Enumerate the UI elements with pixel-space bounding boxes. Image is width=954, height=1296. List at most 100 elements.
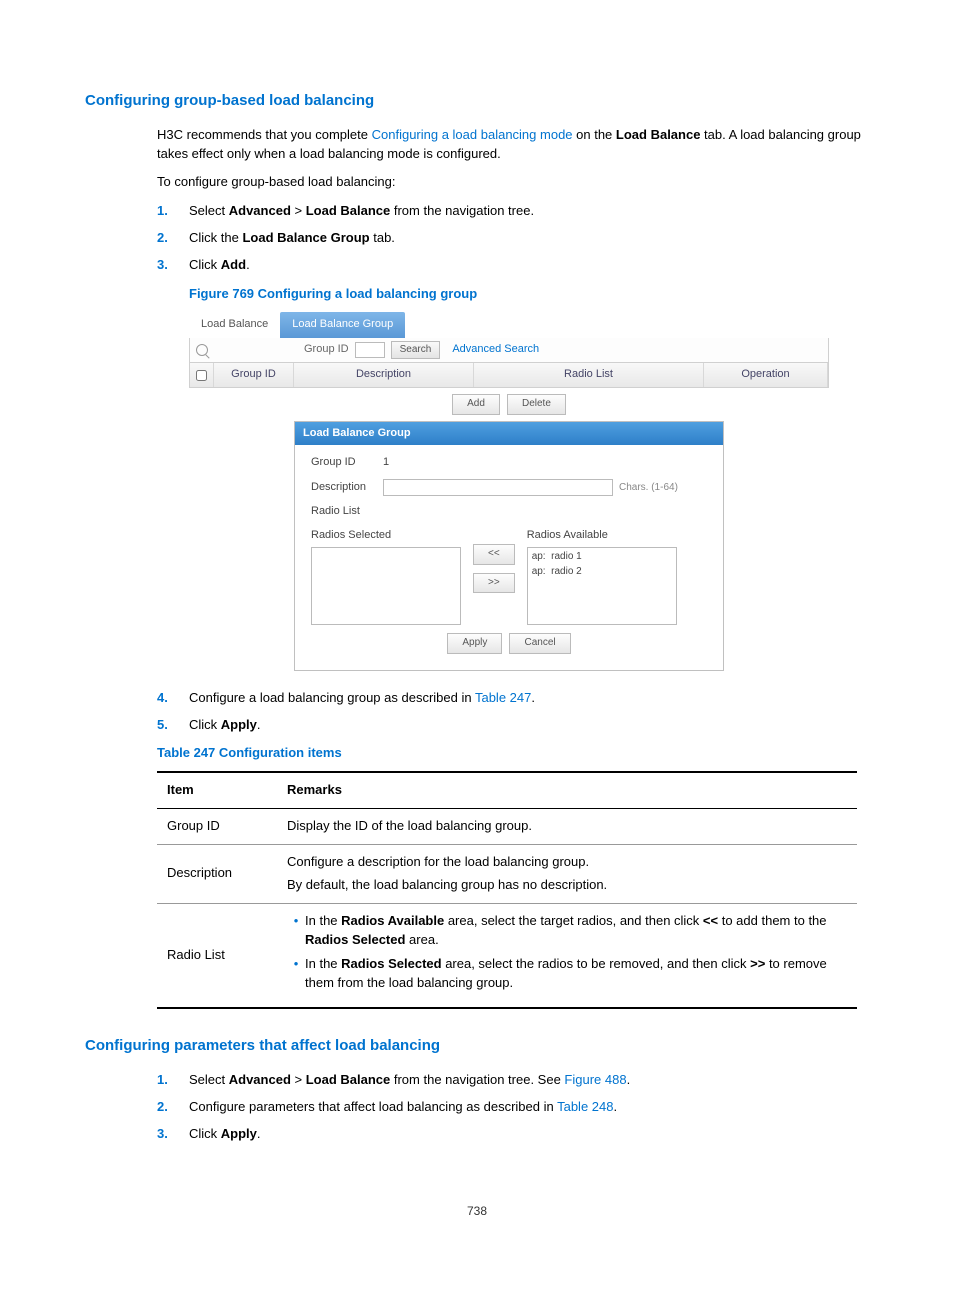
cell-item: Group ID <box>157 809 277 845</box>
bold-text: Apply <box>221 1126 257 1141</box>
step-number: 5. <box>157 716 189 735</box>
cancel-button[interactable]: Cancel <box>509 633 570 654</box>
lead-text: To configure group-based load balancing: <box>157 173 869 192</box>
add-button[interactable]: Add <box>452 394 500 415</box>
page-number: 738 <box>85 1203 869 1220</box>
bold-text: Apply <box>221 717 257 732</box>
form-row-description: Description Chars. (1-64) <box>311 479 707 496</box>
text: tab. <box>370 230 395 245</box>
selected-listbox[interactable] <box>311 547 461 625</box>
selected-list-label: Radios Selected <box>311 528 461 544</box>
step-item: 2.Configure parameters that affect load … <box>157 1098 869 1117</box>
advanced-search-link[interactable]: Advanced Search <box>452 342 539 358</box>
cell-remarks: •In the Radios Available area, select th… <box>277 903 857 1008</box>
step-number: 1. <box>157 202 189 221</box>
step-number: 1. <box>157 1071 189 1090</box>
field-label: Radio List <box>311 504 383 520</box>
text: . <box>613 1099 617 1114</box>
steps-list-1b: 4.Configure a load balancing group as de… <box>157 689 869 735</box>
link-figure-488[interactable]: Figure 488 <box>564 1072 626 1087</box>
bold-text: Load Balance <box>616 127 701 142</box>
bold-text: Add <box>221 257 246 272</box>
steps-list-1: 1.Select Advanced > Load Balance from th… <box>157 202 869 275</box>
bold-text: Advanced <box>229 1072 291 1087</box>
search-row: Group ID Search Advanced Search <box>189 338 829 364</box>
text: from the navigation tree. <box>390 203 534 218</box>
tab-load-balance-group[interactable]: Load Balance Group <box>280 312 405 338</box>
step-number: 4. <box>157 689 189 708</box>
section-heading-2: Configuring parameters that affect load … <box>85 1035 869 1057</box>
step-item: 1.Select Advanced > Load Balance from th… <box>157 1071 869 1090</box>
step-item: 3.Click Apply. <box>157 1125 869 1144</box>
link-config-mode[interactable]: Configuring a load balancing mode <box>372 127 573 142</box>
field-label: Description <box>311 480 383 496</box>
tab-load-balance[interactable]: Load Balance <box>189 312 280 338</box>
text: to add them to the <box>718 913 826 928</box>
table-row: Group ID Display the ID of the load bala… <box>157 809 857 845</box>
bold-text: >> <box>750 956 765 971</box>
text: Click <box>189 1126 221 1141</box>
th-item: Item <box>157 772 277 808</box>
search-button[interactable]: Search <box>391 341 441 360</box>
table-caption: Table 247 Configuration items <box>157 744 869 763</box>
text: on the <box>573 127 616 142</box>
intro-paragraph: H3C recommends that you complete Configu… <box>157 126 869 164</box>
text: . <box>246 257 250 272</box>
move-left-button[interactable]: << <box>473 544 515 565</box>
search-icon <box>196 344 208 356</box>
move-right-button[interactable]: >> <box>473 573 515 594</box>
bullet-icon: • <box>287 955 305 993</box>
text: area, select the radios to be removed, a… <box>442 956 751 971</box>
bold-text: Load Balance Group <box>242 230 369 245</box>
select-all-checkbox[interactable] <box>196 370 207 381</box>
step-item: 3.Click Add. <box>157 256 869 275</box>
delete-button[interactable]: Delete <box>507 394 566 415</box>
form-row-group-id: Group ID 1 <box>311 455 707 471</box>
tab-bar: Load Balance Load Balance Group <box>189 312 829 338</box>
text: . <box>257 1126 261 1141</box>
text: . <box>257 717 261 732</box>
config-table: Item Remarks Group ID Display the ID of … <box>157 771 857 1009</box>
text: Configure parameters that affect load ba… <box>189 1099 557 1114</box>
link-table-247[interactable]: Table 247 <box>475 690 531 705</box>
text: > <box>291 203 306 218</box>
text: from the navigation tree. See <box>390 1072 564 1087</box>
bold-text: Advanced <box>229 203 291 218</box>
text: area. <box>405 932 438 947</box>
text: . <box>627 1072 631 1087</box>
col-radio-list: Radio List <box>474 363 704 387</box>
bullet-icon: • <box>287 912 305 950</box>
bold-text: Load Balance <box>306 1072 391 1087</box>
apply-button[interactable]: Apply <box>447 633 502 654</box>
cell-remarks: Configure a description for the load bal… <box>277 845 857 904</box>
description-input[interactable] <box>383 479 613 496</box>
dual-list: Radios Selected << >> Radios Available a… <box>311 528 707 625</box>
bold-text: Radios Available <box>341 913 444 928</box>
cell-remarks: Display the ID of the load balancing gro… <box>277 809 857 845</box>
available-listbox[interactable]: ap: radio 1 ap: radio 2 <box>527 547 677 625</box>
text: Click <box>189 717 221 732</box>
bullet-item: •In the Radios Selected area, select the… <box>287 955 847 993</box>
search-label: Group ID <box>304 342 349 358</box>
form-panel: Load Balance Group Group ID 1 Descriptio… <box>294 421 724 671</box>
step-item: 2.Click the Load Balance Group tab. <box>157 229 869 248</box>
search-input[interactable] <box>355 342 385 358</box>
text: Select <box>189 203 229 218</box>
text: Configure a load balancing group as desc… <box>189 690 475 705</box>
steps-list-2: 1.Select Advanced > Load Balance from th… <box>157 1071 869 1144</box>
step-number: 3. <box>157 1125 189 1144</box>
form-panel-title: Load Balance Group <box>295 422 723 446</box>
text: Select <box>189 1072 229 1087</box>
grid-header: Group ID Description Radio List Operatio… <box>189 363 829 388</box>
cell-item: Description <box>157 845 277 904</box>
grid-button-row: Add Delete <box>189 388 829 421</box>
field-value: 1 <box>383 455 707 471</box>
link-table-248[interactable]: Table 248 <box>557 1099 613 1114</box>
step-item: 4.Configure a load balancing group as de… <box>157 689 869 708</box>
text: Click <box>189 257 221 272</box>
field-label: Group ID <box>311 455 383 471</box>
step-item: 1.Select Advanced > Load Balance from th… <box>157 202 869 221</box>
cell-item: Radio List <box>157 903 277 1008</box>
bold-text: Radios Selected <box>341 956 441 971</box>
text: . <box>531 690 535 705</box>
